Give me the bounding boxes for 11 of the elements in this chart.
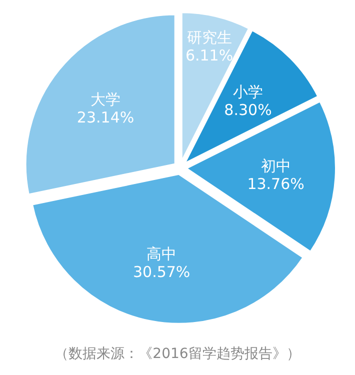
- slice-label: 大学: [90, 90, 121, 108]
- text: （数据来源：《2016留学趋势报告》）: [54, 346, 300, 362]
- slice-label: 初中: [260, 157, 291, 176]
- data-label: 23.14%: [76, 108, 134, 126]
- slice-label: 高中: [146, 245, 177, 264]
- data-label: 30.57%: [132, 263, 190, 282]
- data-label: 13.76%: [247, 175, 304, 194]
- slice-label: 小学: [233, 83, 264, 102]
- data-label: 6.11%: [185, 46, 234, 64]
- data-label: 8.30%: [224, 101, 272, 120]
- slice-label: 研究生: [186, 28, 232, 46]
